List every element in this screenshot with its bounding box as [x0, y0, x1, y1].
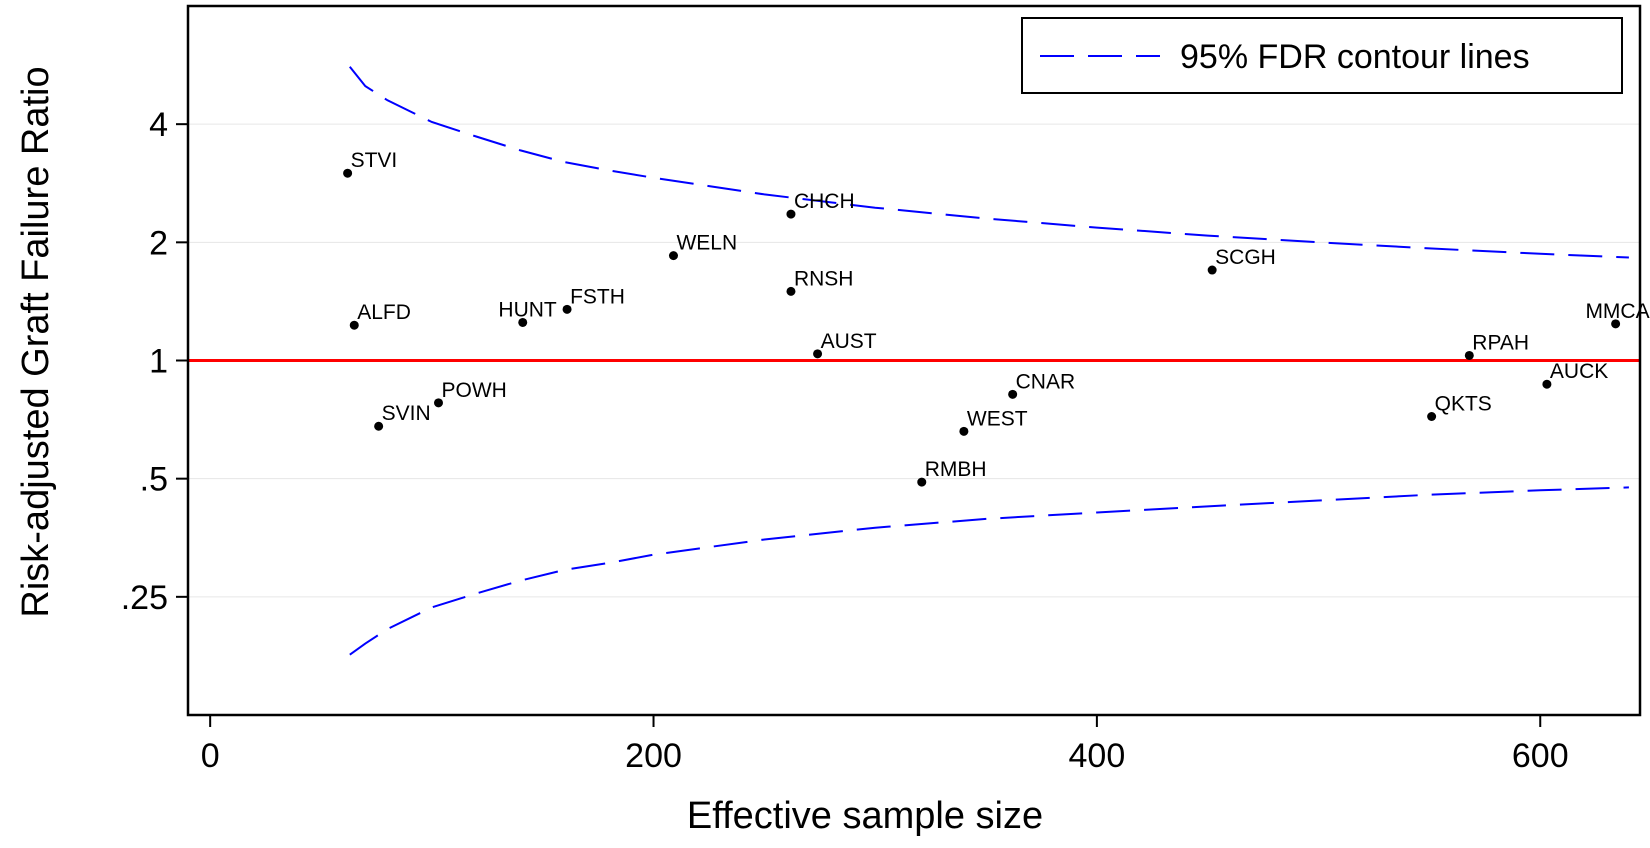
y-tick-label-4: 4 [149, 106, 168, 144]
contour-line-upper [349, 66, 1629, 259]
point-label-qkts: QKTS [1435, 393, 1492, 416]
point-label-fsth: FSTH [570, 285, 625, 308]
y-tick-label-0: .25 [121, 579, 168, 617]
x-axis-title: Effective sample size [687, 795, 1043, 837]
y-axis: .25 .5 1 2 4 [121, 106, 188, 617]
data-point-alfd [349, 320, 359, 330]
y-tick-label-3: 2 [149, 224, 168, 262]
point-label-rnsh: RNSH [794, 267, 854, 290]
data-point-aust [813, 349, 823, 359]
contour-line-lower [349, 486, 1629, 656]
data-point-chch [786, 209, 796, 219]
point-label-stvi: STVI [351, 149, 398, 172]
data-point-west [959, 426, 969, 436]
point-label-auck: AUCK [1550, 360, 1608, 383]
point-label-rmbh: RMBH [925, 458, 987, 481]
data-point-qkts [1427, 412, 1437, 422]
point-label-scgh: SCGH [1215, 246, 1276, 269]
point-label-aust: AUST [821, 330, 877, 353]
data-point-rpah [1464, 350, 1474, 360]
data-point-rmbh [917, 477, 927, 487]
data-point-cnar [1008, 389, 1018, 399]
point-label-cnar: CNAR [1016, 370, 1076, 393]
legend-label-contour: 95% FDR contour lines [1180, 38, 1530, 76]
y-axis-title: Risk-adjusted Graft Failure Ratio [15, 66, 57, 617]
point-label-weln: WELN [676, 232, 737, 255]
contour-lines [349, 66, 1629, 656]
x-tick-label-3: 600 [1512, 737, 1569, 775]
y-tick-label-1: .5 [140, 461, 168, 499]
legend: 95% FDR contour lines [1021, 17, 1623, 94]
data-point-mmca [1611, 319, 1621, 329]
data-point-powh [433, 398, 443, 408]
point-label-mmca: MMCA [1585, 300, 1649, 323]
data-point-hunt [518, 317, 528, 327]
point-label-svin: SVIN [382, 402, 431, 425]
x-tick-label-0: 0 [201, 737, 220, 775]
point-label-powh: POWH [441, 379, 506, 402]
data-point-weln [668, 251, 678, 261]
y-tick-label-2: 1 [149, 343, 168, 381]
data-point-scgh [1207, 265, 1217, 275]
point-label-rpah: RPAH [1472, 331, 1529, 354]
point-label-hunt: HUNT [498, 298, 556, 321]
data-point-rnsh [786, 286, 796, 296]
data-point-fsth [562, 304, 572, 314]
data-point-stvi [343, 168, 353, 178]
data-point-auck [1542, 379, 1552, 389]
data-point-svin [374, 421, 384, 431]
point-label-alfd: ALFD [357, 301, 411, 324]
data-points: STVI ALFD SVIN POWH HUNT FSTH WELN CHCH RNSH AUST… [343, 149, 1650, 487]
point-label-west: WEST [967, 407, 1028, 430]
x-tick-label-1: 200 [625, 737, 682, 775]
x-tick-label-2: 400 [1069, 737, 1126, 775]
point-label-chch: CHCH [794, 190, 855, 213]
x-axis: 0 200 400 600 [201, 715, 1569, 775]
